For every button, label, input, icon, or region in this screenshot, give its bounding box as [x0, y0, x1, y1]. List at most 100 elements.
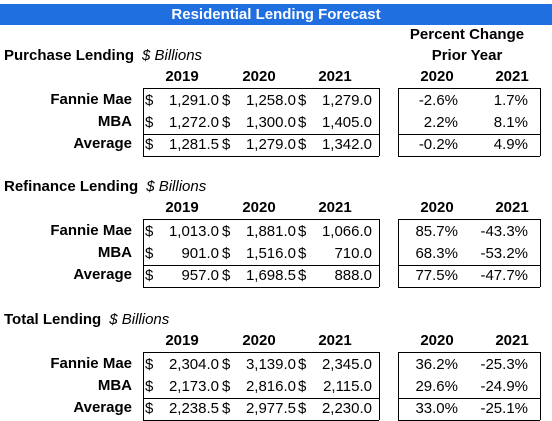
- bottom-rule-pct: [398, 156, 540, 157]
- amount: 2,115.0: [323, 378, 372, 395]
- currency-symbol: $: [222, 223, 231, 240]
- average-rule: [143, 265, 379, 266]
- prior-year-header: Prior Year: [431, 47, 503, 64]
- table-border-right: [379, 219, 380, 287]
- currency-symbol: $: [298, 114, 307, 131]
- amount: 1,258.0: [245, 92, 296, 109]
- amount: 710.0: [334, 245, 372, 262]
- amount: 901.0: [181, 245, 219, 262]
- percent-cell: 29.6%: [415, 378, 458, 395]
- currency-symbol: $: [298, 245, 307, 262]
- row-label: Fannie Mae: [50, 91, 132, 108]
- percent-cell: 77.5%: [415, 267, 458, 284]
- section-title: Total Lending: [4, 311, 102, 328]
- row-label: Average: [73, 266, 132, 283]
- header-rule-pct: [398, 219, 540, 220]
- currency-symbol: $: [145, 267, 154, 284]
- value-cell: $1,342.0: [298, 135, 372, 155]
- average-rule-pct: [398, 134, 540, 135]
- section-unit: $ Billions: [146, 178, 207, 195]
- amount: 2,238.5: [168, 400, 219, 417]
- value-cell: $1,013.0: [145, 222, 219, 242]
- value-cell: $2,345.0: [298, 355, 372, 375]
- value-cell: $2,304.0: [145, 355, 219, 375]
- currency-symbol: $: [145, 378, 154, 395]
- amount: 957.0: [181, 267, 219, 284]
- percent-cell: 4.9%: [493, 136, 528, 153]
- amount: 1,013.0: [168, 223, 219, 240]
- pct-border-right: [540, 352, 541, 420]
- average-rule-pct: [398, 398, 540, 399]
- value-cell: $2,115.0: [298, 377, 372, 397]
- currency-symbol: $: [145, 114, 154, 131]
- value-cell: $1,272.0: [145, 113, 219, 133]
- amount: 2,230.0: [321, 400, 372, 417]
- value-cell: $1,281.5: [145, 135, 219, 155]
- year-header: 2020: [242, 332, 276, 349]
- table-border-right: [379, 88, 380, 156]
- value-cell: $1,300.0: [222, 113, 296, 133]
- pct-year-header: 2020: [420, 332, 454, 349]
- section-label: Refinance Lending $ Billions: [4, 178, 206, 195]
- pct-border-right: [540, 88, 541, 156]
- percent-cell: -25.1%: [480, 400, 528, 417]
- row-label: Average: [73, 135, 132, 152]
- currency-symbol: $: [145, 92, 154, 109]
- value-cell: $1,258.0: [222, 91, 296, 111]
- value-cell: $901.0: [145, 244, 219, 264]
- currency-symbol: $: [222, 245, 231, 262]
- header-rule: [143, 352, 379, 353]
- amount: 1,516.0: [245, 245, 296, 262]
- pct-year-header: 2021: [495, 199, 529, 216]
- average-rule: [143, 398, 379, 399]
- currency-symbol: $: [222, 114, 231, 131]
- amount: 1,279.0: [321, 92, 372, 109]
- header-rule: [143, 219, 379, 220]
- percent-cell: -47.7%: [480, 267, 528, 284]
- pct-year-header: 2020: [420, 68, 454, 85]
- year-header: 2020: [242, 68, 276, 85]
- value-cell: $1,516.0: [222, 244, 296, 264]
- row-label: MBA: [97, 377, 132, 394]
- amount: 1,066.0: [321, 223, 372, 240]
- year-header: 2021: [318, 332, 352, 349]
- percent-cell: 8.1%: [493, 114, 528, 131]
- percent-cell: -25.3%: [480, 356, 528, 373]
- value-cell: $1,066.0: [298, 222, 372, 242]
- currency-symbol: $: [145, 356, 154, 373]
- pct-border-right: [540, 219, 541, 287]
- value-cell: $710.0: [298, 244, 372, 264]
- section-label: Total Lending $ Billions: [4, 311, 169, 328]
- pct-year-header: 2021: [495, 68, 529, 85]
- percent-cell: 33.0%: [415, 400, 458, 417]
- bottom-rule: [143, 156, 379, 157]
- report-title: Residential Lending Forecast: [0, 4, 552, 25]
- average-rule-pct: [398, 265, 540, 266]
- year-header: 2021: [318, 199, 352, 216]
- amount: 1,291.0: [168, 92, 219, 109]
- average-rule: [143, 134, 379, 135]
- pct-border-left: [398, 88, 399, 156]
- bottom-rule: [143, 287, 379, 288]
- pct-border-left: [398, 352, 399, 420]
- pct-border-left: [398, 219, 399, 287]
- currency-symbol: $: [145, 245, 154, 262]
- percent-cell: 36.2%: [415, 356, 458, 373]
- percent-cell: -53.2%: [480, 245, 528, 262]
- amount: 1,881.0: [245, 223, 296, 240]
- header-rule-pct: [398, 352, 540, 353]
- section-title: Purchase Lending: [4, 47, 135, 64]
- currency-symbol: $: [298, 267, 307, 284]
- value-cell: $1,291.0: [145, 91, 219, 111]
- percent-cell: -0.2%: [418, 136, 458, 153]
- table-border-left: [143, 219, 144, 287]
- amount: 888.0: [334, 267, 372, 284]
- section-label: Purchase Lending $ Billions: [4, 47, 202, 64]
- percent-cell: -43.3%: [480, 223, 528, 240]
- value-cell: $1,279.0: [222, 135, 296, 155]
- amount: 1,272.0: [168, 114, 219, 131]
- amount: 3,139.0: [245, 356, 296, 373]
- header-rule-pct: [398, 88, 540, 89]
- year-header: 2020: [242, 199, 276, 216]
- currency-symbol: $: [298, 136, 307, 153]
